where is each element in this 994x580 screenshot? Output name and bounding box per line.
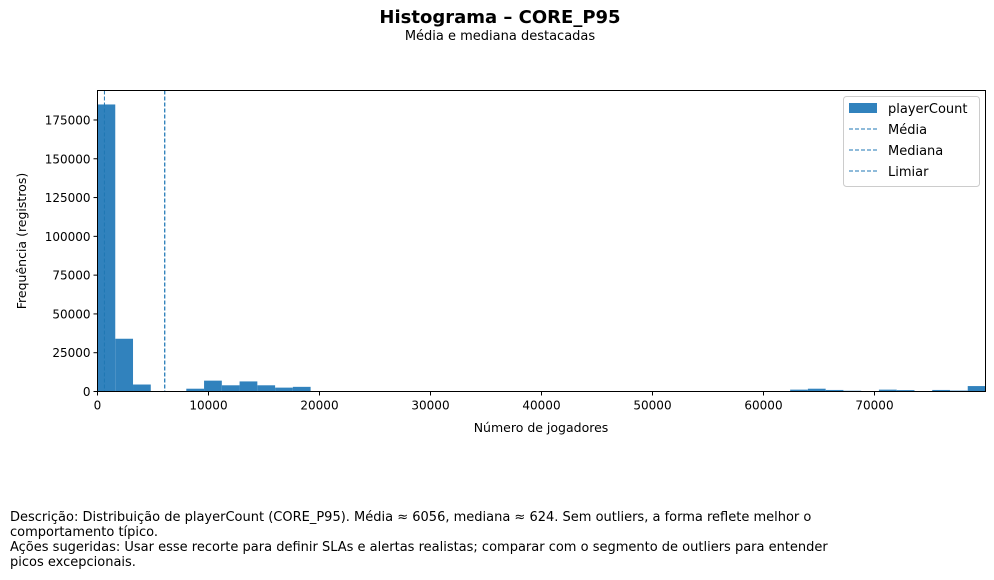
histogram-bar bbox=[790, 389, 808, 392]
y-tick-label: 50000 bbox=[52, 307, 90, 321]
legend-frame bbox=[843, 96, 980, 187]
description-text: Descrição: Distribuição de playerCount (… bbox=[10, 510, 812, 540]
x-tick-label: 50000 bbox=[633, 399, 671, 413]
x-tick-label: 40000 bbox=[522, 399, 560, 413]
histogram-bar bbox=[204, 380, 222, 392]
legend-label-limiar: Limiar bbox=[888, 165, 929, 180]
y-tick-label: 75000 bbox=[52, 269, 90, 283]
legend-label-media: Média bbox=[888, 123, 927, 138]
histogram-bar bbox=[97, 104, 116, 392]
histogram-bar bbox=[239, 381, 258, 392]
legend-swatch-playercount bbox=[849, 103, 877, 113]
y-tick-label: 0 bbox=[83, 385, 91, 399]
legend-label-playercount: playerCount bbox=[888, 102, 967, 117]
y-tick-label: 25000 bbox=[52, 346, 90, 360]
x-axis-label: Número de jogadores bbox=[474, 420, 609, 435]
histogram-bar bbox=[115, 338, 134, 392]
chart-subtitle: Média e mediana destacadas bbox=[404, 29, 596, 44]
suggested-actions-text: Ações sugeridas: Usar esse recorte para … bbox=[10, 540, 828, 570]
histogram-bar bbox=[186, 388, 205, 392]
histogram-bar bbox=[967, 386, 986, 392]
histogram-chart: 0 10000 20000 30000 40000 50000 60000 70000 0 25… bbox=[14, 90, 986, 435]
y-tick-label: 150000 bbox=[45, 152, 91, 166]
y-tick-label: 175000 bbox=[45, 113, 91, 127]
x-tick-label: 0 bbox=[94, 399, 102, 413]
x-tick-label: 20000 bbox=[300, 399, 338, 413]
x-axis-ticks: 0 10000 20000 30000 40000 50000 60000 70000 bbox=[94, 391, 894, 413]
y-axis-ticks: 0 25000 50000 75000 100000 125000 150000 175000 bbox=[45, 113, 98, 399]
histogram-bar bbox=[932, 389, 950, 392]
histogram-bars bbox=[97, 104, 986, 392]
histogram-bar bbox=[292, 386, 311, 392]
chart-title: Histograma – CORE_P95 bbox=[379, 7, 621, 28]
x-tick-label: 10000 bbox=[189, 399, 227, 413]
histogram-bar bbox=[257, 385, 276, 392]
histogram-bar bbox=[221, 385, 240, 392]
x-tick-label: 60000 bbox=[744, 399, 782, 413]
y-tick-label: 125000 bbox=[45, 191, 91, 205]
histogram-bar bbox=[807, 388, 826, 392]
legend-label-mediana: Mediana bbox=[888, 144, 943, 159]
histogram-bar bbox=[896, 390, 915, 392]
y-tick-label: 100000 bbox=[45, 230, 91, 244]
histogram-bar bbox=[825, 389, 844, 392]
histogram-bar bbox=[275, 387, 293, 392]
x-tick-label: 70000 bbox=[855, 399, 893, 413]
reference-lines bbox=[103, 90, 166, 392]
histogram-bar bbox=[133, 384, 151, 392]
y-axis-label: Frequência (registros) bbox=[14, 173, 29, 309]
x-tick-label: 30000 bbox=[411, 399, 449, 413]
legend: playerCount Média Mediana Limiar bbox=[843, 96, 980, 187]
histogram-bar bbox=[878, 389, 897, 392]
